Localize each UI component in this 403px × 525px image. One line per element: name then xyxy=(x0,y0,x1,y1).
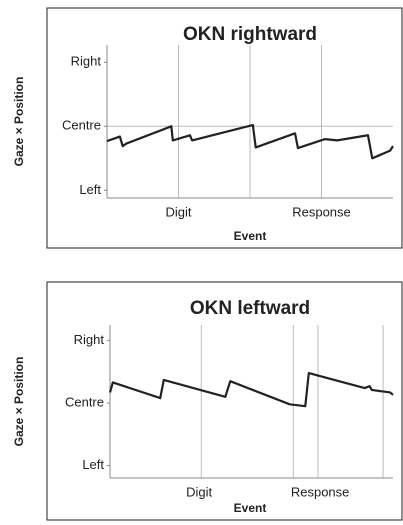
x-tick-label: Response xyxy=(292,204,351,219)
y-tick-label: Right xyxy=(71,54,102,69)
x-axis-label: Event xyxy=(234,229,267,243)
panel-frame xyxy=(46,7,403,249)
y-tick-label: Left xyxy=(79,182,101,197)
x-tick-label: Response xyxy=(291,484,350,499)
chart-title: OKN leftward xyxy=(190,298,310,319)
y-tick-label: Right xyxy=(74,332,105,347)
panel-frame xyxy=(46,281,403,521)
x-tick-label: Digit xyxy=(165,204,191,219)
y-tick-label: Centre xyxy=(62,118,101,133)
gaze-line xyxy=(106,123,394,160)
gaze-line xyxy=(108,371,394,408)
x-tick-label: Digit xyxy=(186,484,212,499)
y-tick-label: Centre xyxy=(65,394,104,409)
chart-title: OKN rightward xyxy=(183,24,317,45)
y-axis-label: Gaze × Position xyxy=(12,357,26,447)
y-axis-label: Gaze × Position xyxy=(12,77,26,167)
y-tick-label: Left xyxy=(82,457,104,472)
x-axis-label: Event xyxy=(234,501,267,515)
